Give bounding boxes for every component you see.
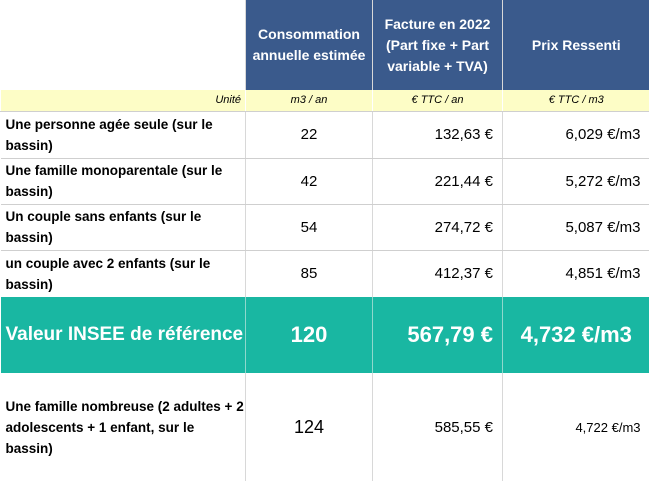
row-price: 4,851 €/m3 xyxy=(502,250,649,297)
header-empty-cell xyxy=(1,0,246,90)
row-label: un couple avec 2 enfants (sur le bassin) xyxy=(5,255,211,292)
reference-price: 4,732 €/m3 xyxy=(502,297,649,373)
table-row: Une famille monoparentale (sur le bassin… xyxy=(0,158,649,205)
header-consumption: Consommation annuelle estimée xyxy=(245,0,373,90)
large-family-label: Une famille nombreuse (2 adultes + 2 ado… xyxy=(5,398,244,456)
reference-consumption: 120 xyxy=(245,297,373,373)
row-bill: 274,72 € xyxy=(372,204,503,251)
unit-label: Unité xyxy=(0,90,246,112)
row-label: Une personne agée seule (sur le bassin) xyxy=(0,111,246,159)
row-price: 5,272 €/m3 xyxy=(502,158,649,205)
row-consumption: 22 xyxy=(245,111,373,159)
large-family-bill: 585,55 € xyxy=(372,373,503,481)
unit-price: € TTC / m3 xyxy=(502,90,649,112)
row-consumption: 85 xyxy=(245,250,373,297)
reference-label: Valeur INSEE de référence xyxy=(0,297,246,373)
row-label: Une famille monoparentale (sur le bassin… xyxy=(0,158,246,205)
large-family-consumption: 124 xyxy=(245,373,373,481)
reference-row: Valeur INSEE de référence 120 567,79 € 4… xyxy=(0,297,649,373)
reference-bill: 567,79 € xyxy=(372,297,503,373)
row-consumption: 54 xyxy=(245,204,373,251)
unit-bill: € TTC / an xyxy=(372,90,503,112)
row-price: 6,029 €/m3 xyxy=(502,111,649,159)
row-bill: 132,63 € xyxy=(372,111,503,159)
row-consumption: 42 xyxy=(245,158,373,205)
header-price: Prix Ressenti xyxy=(502,0,649,90)
row-label: Un couple sans enfants (sur le bassin) xyxy=(0,204,246,251)
row-bill: 412,37 € xyxy=(372,250,503,297)
header-row: Consommation annuelle estimée Facture en… xyxy=(1,0,649,90)
unit-row: Unité m3 / an € TTC / an € TTC / m3 xyxy=(0,90,649,112)
large-family-price: 4,722 €/m3 xyxy=(502,373,649,481)
row-bill: 221,44 € xyxy=(372,158,503,205)
unit-consumption: m3 / an xyxy=(245,90,373,112)
large-family-row: Une famille nombreuse (2 adultes + 2 ado… xyxy=(1,373,649,481)
table-row: Un couple sans enfants (sur le bassin) 5… xyxy=(0,204,649,251)
table-row: un couple avec 2 enfants (sur le bassin)… xyxy=(1,250,649,297)
row-price: 5,087 €/m3 xyxy=(502,204,649,251)
table-row: Une personne agée seule (sur le bassin) … xyxy=(0,111,649,159)
header-bill: Facture en 2022 (Part fixe + Part variab… xyxy=(372,0,503,90)
